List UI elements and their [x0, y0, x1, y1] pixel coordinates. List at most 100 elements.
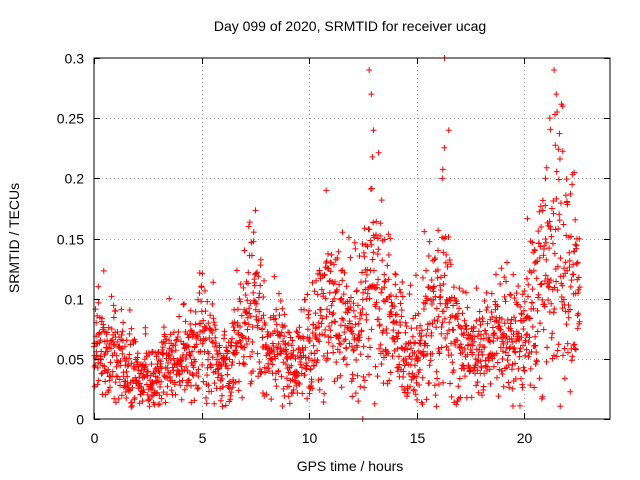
data-point [197, 320, 204, 327]
data-point [327, 268, 334, 275]
data-point [134, 350, 141, 357]
data-point [564, 199, 570, 206]
data-point [443, 343, 450, 350]
data-point [530, 267, 537, 274]
data-point [331, 295, 338, 302]
data-point [235, 387, 242, 394]
data-point [510, 271, 517, 278]
data-point [551, 284, 558, 291]
data-point [191, 397, 198, 404]
data-point [361, 377, 368, 384]
data-point [563, 321, 570, 328]
data-point [340, 356, 347, 363]
data-point [245, 269, 252, 276]
data-point [355, 337, 362, 344]
data-point [450, 367, 457, 374]
data-point [323, 258, 330, 265]
data-point [128, 360, 135, 367]
data-point [239, 332, 246, 339]
data-point [320, 353, 327, 360]
data-point [269, 361, 276, 368]
data-point [395, 353, 402, 360]
data-point [190, 331, 197, 338]
data-point [265, 360, 272, 367]
data-point [159, 351, 166, 358]
data-point [517, 375, 524, 382]
data-point [192, 358, 199, 365]
data-point [167, 331, 174, 338]
data-point [484, 320, 491, 327]
data-point [391, 303, 398, 310]
data-point [373, 218, 380, 225]
data-point [223, 344, 230, 351]
data-point [498, 367, 505, 374]
data-point [135, 367, 142, 374]
data-point [520, 364, 527, 371]
data-point [508, 327, 515, 334]
data-point [309, 357, 316, 364]
data-point [469, 351, 476, 358]
data-point [392, 270, 399, 277]
data-point [332, 289, 339, 296]
data-point [464, 304, 471, 311]
data-point [367, 344, 374, 351]
data-point [298, 364, 305, 371]
data-point [535, 228, 542, 235]
x-tick-label: 10 [302, 430, 318, 446]
data-point [260, 293, 267, 300]
data-point [249, 348, 256, 355]
data-point [494, 303, 501, 310]
data-point [265, 368, 272, 375]
data-point [543, 164, 550, 171]
data-point [542, 175, 549, 182]
data-point [236, 295, 243, 302]
data-point [444, 263, 451, 270]
data-point [309, 385, 316, 392]
data-point [308, 378, 315, 385]
data-point [556, 155, 563, 162]
data-point [497, 344, 504, 351]
data-point [190, 329, 197, 336]
data-point [339, 229, 346, 236]
data-point [228, 389, 235, 396]
data-point [557, 403, 564, 410]
data-point [434, 317, 441, 324]
data-point [256, 290, 263, 297]
data-point [187, 321, 194, 328]
data-point [384, 262, 391, 269]
data-point [269, 356, 276, 363]
plot-frame [93, 57, 611, 420]
data-point [447, 297, 454, 304]
data-point [559, 305, 566, 312]
data-point [438, 274, 445, 281]
data-point [456, 285, 463, 292]
data-point [101, 328, 108, 335]
data-point [366, 371, 373, 378]
data-point [439, 319, 446, 326]
data-point [350, 347, 357, 354]
data-point [462, 373, 469, 380]
data-point [338, 295, 345, 302]
data-point [443, 304, 450, 311]
data-point [193, 341, 200, 348]
data-point [383, 326, 390, 333]
data-point [398, 313, 405, 320]
data-point [423, 396, 430, 403]
y-tick-label: 0 [76, 412, 84, 428]
data-point [555, 146, 562, 153]
data-point [483, 306, 490, 313]
data-point [548, 233, 555, 240]
data-point [488, 309, 495, 316]
data-point [94, 313, 101, 319]
data-point [487, 338, 494, 345]
data-point [132, 338, 139, 345]
data-point [330, 261, 337, 268]
data-point [150, 370, 157, 377]
data-point [498, 315, 505, 322]
data-point [327, 327, 334, 334]
data-point [340, 316, 347, 323]
data-point [353, 287, 360, 294]
data-point [434, 375, 441, 382]
data-point [352, 321, 359, 328]
data-point [436, 294, 443, 301]
